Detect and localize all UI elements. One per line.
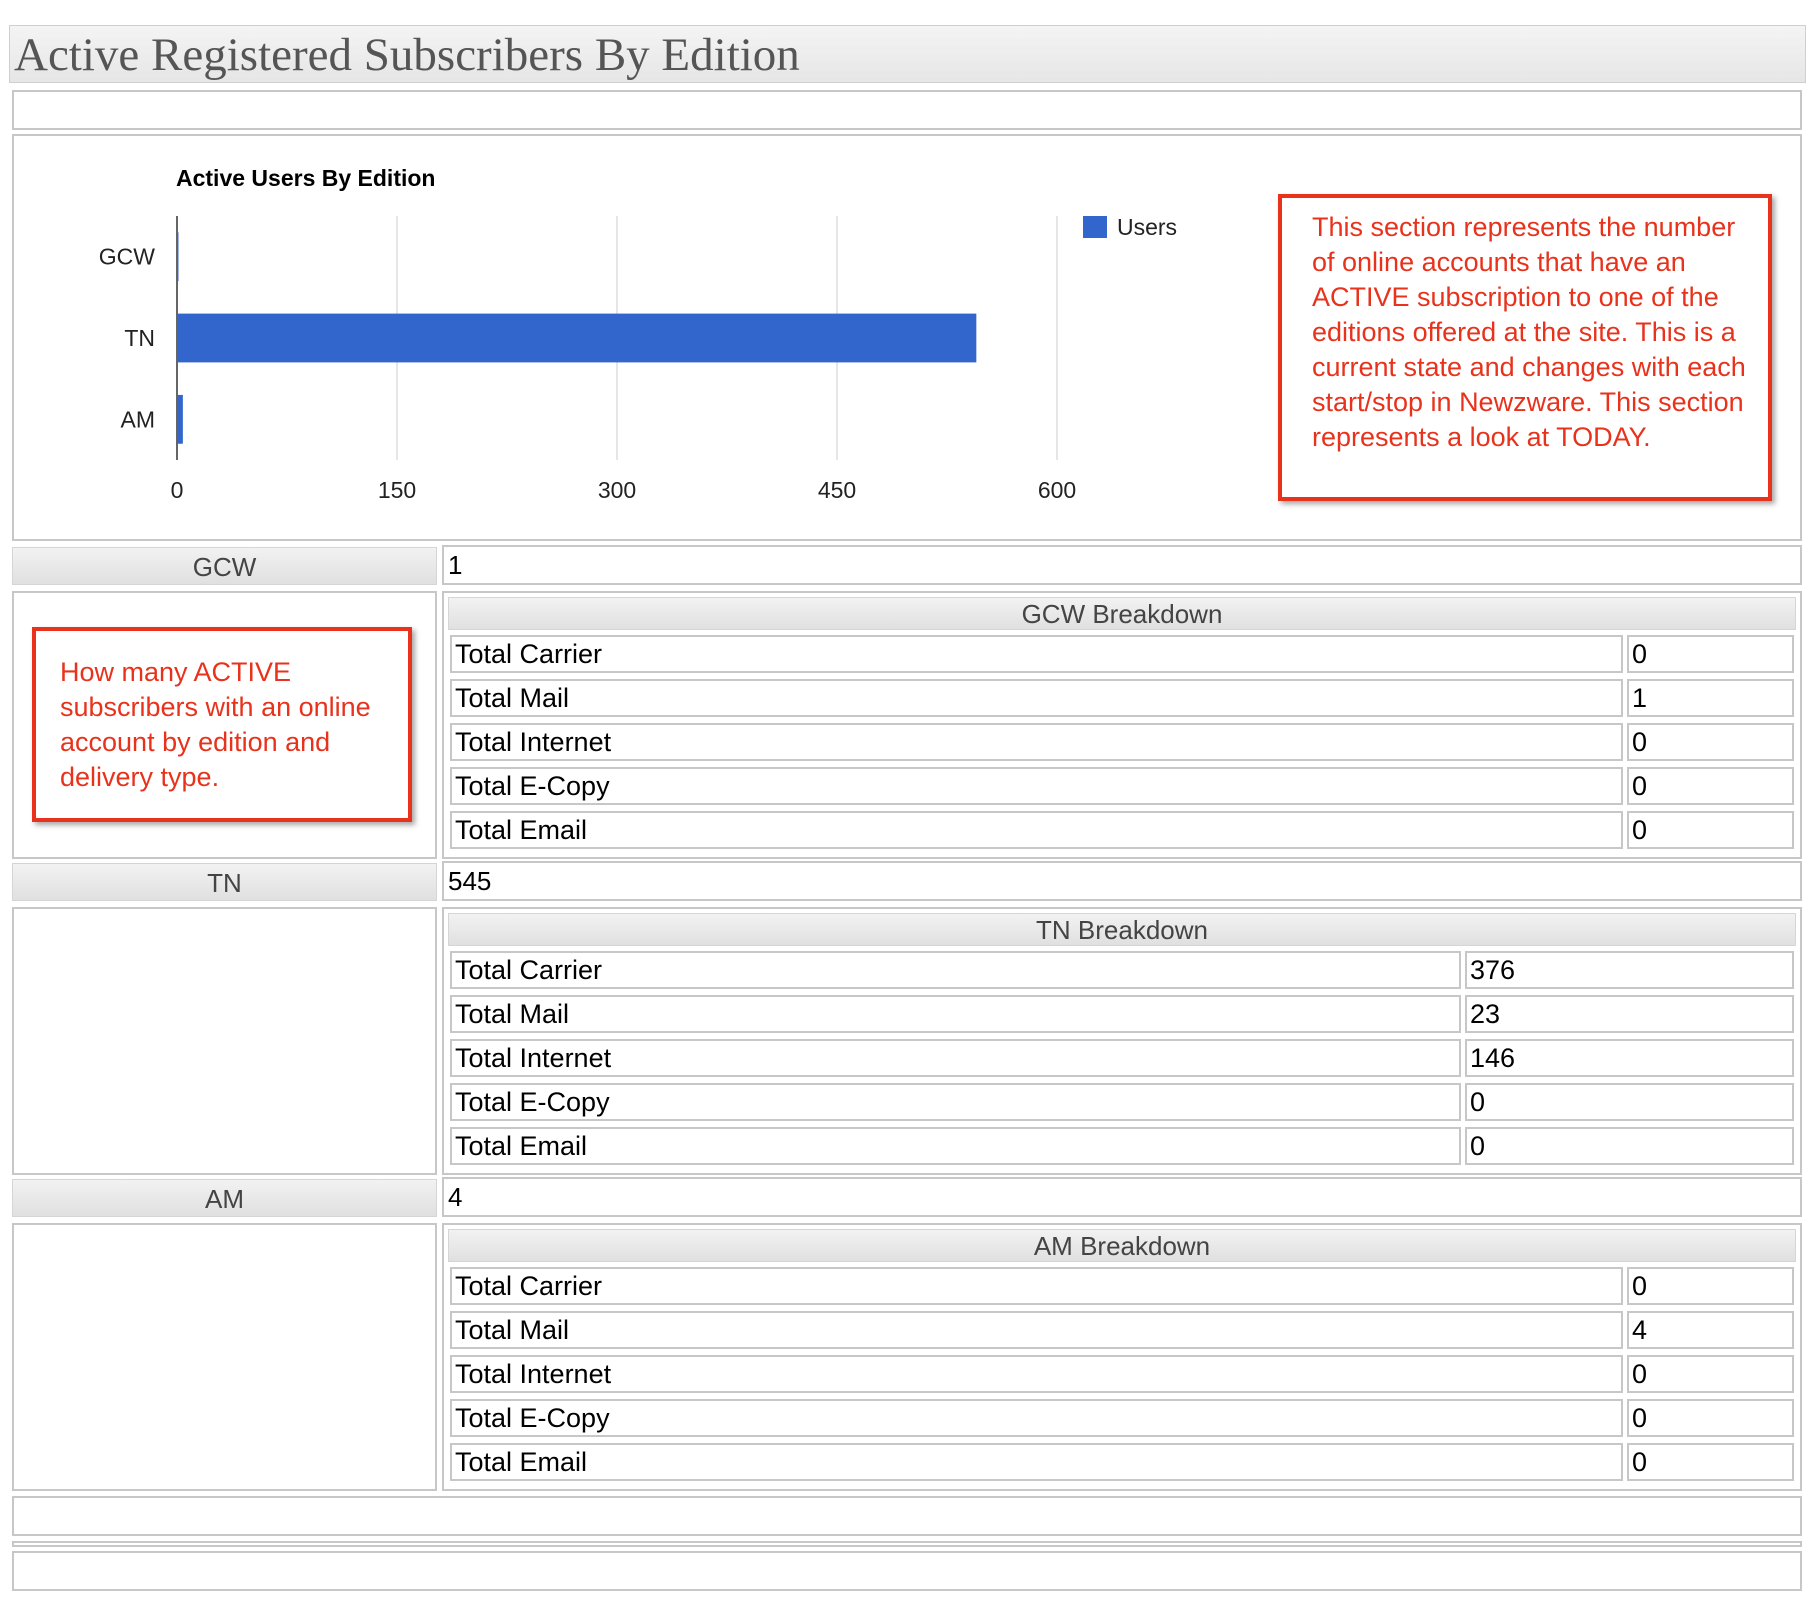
x-tick-label-450: 450 (818, 477, 856, 503)
breakdown-value-tn-e-copy: 0 (1465, 1083, 1794, 1121)
divider-row (12, 1541, 1802, 1547)
breakdown-value-tn-internet: 146 (1465, 1039, 1794, 1077)
edition-left-am (12, 1223, 437, 1491)
chart-callout-text: This section represents the number of on… (1312, 212, 1746, 452)
edition-left-tn (12, 907, 437, 1175)
empty-row-top (12, 90, 1802, 130)
breakdown-label-tn-carrier: Total Carrier (450, 951, 1461, 989)
y-category-label-tn: TN (124, 325, 155, 351)
legend-label-users: Users (1117, 214, 1177, 240)
bar-chart: Active Users By Edition 0 150 300 450 600 GCW… (99, 165, 1177, 503)
page-title-bar: Active Registered Subscribers By Edition (9, 25, 1806, 83)
breakdown-label-am-mail: Total Mail (450, 1311, 1623, 1349)
breakdown-label-tn-email: Total Email (450, 1127, 1461, 1165)
chart-callout: This section represents the number of on… (1278, 194, 1772, 501)
breakdown-value-am-email: 0 (1627, 1443, 1794, 1481)
breakdown-value-tn-carrier: 376 (1465, 951, 1794, 989)
breakdown-value-gcw-email: 0 (1627, 811, 1794, 849)
breakdown-label-am-carrier: Total Carrier (450, 1267, 1623, 1305)
breakdown-value-am-mail: 4 (1627, 1311, 1794, 1349)
breakdown-label-am-e-copy: Total E-Copy (450, 1399, 1623, 1437)
breakdown-value-gcw-carrier: 0 (1627, 635, 1794, 673)
chart-panel: Active Users By Edition 0 150 300 450 600 GCW… (12, 134, 1802, 541)
edition-left-gcw: How many ACTIVE subscribers with an onli… (12, 591, 437, 859)
breakdown-title-gcw: GCW Breakdown (448, 597, 1796, 630)
empty-row-bottom-2 (12, 1551, 1802, 1591)
breakdown-value-tn-mail: 23 (1465, 995, 1794, 1033)
breakdown-callout: How many ACTIVE subscribers with an onli… (32, 627, 412, 822)
breakdown-label-am-internet: Total Internet (450, 1355, 1623, 1393)
breakdown-value-tn-email: 0 (1465, 1127, 1794, 1165)
breakdown-value-am-carrier: 0 (1627, 1267, 1794, 1305)
breakdown-value-am-internet: 0 (1627, 1355, 1794, 1393)
edition-total-tn: 545 (442, 861, 1802, 901)
breakdown-label-tn-e-copy: Total E-Copy (450, 1083, 1461, 1121)
breakdown-value-am-e-copy: 0 (1627, 1399, 1794, 1437)
breakdown-label-gcw-email: Total Email (450, 811, 1623, 849)
breakdown-value-gcw-mail: 1 (1627, 679, 1794, 717)
breakdown-label-am-email: Total Email (450, 1443, 1623, 1481)
edition-label-tn: TN (12, 863, 437, 901)
edition-total-gcw: 1 (442, 545, 1802, 585)
page-title: Active Registered Subscribers By Edition (14, 29, 800, 81)
bar-tn (177, 313, 977, 363)
x-tick-label-300: 300 (598, 477, 636, 503)
x-tick-label-600: 600 (1038, 477, 1076, 503)
breakdown-value-gcw-e-copy: 0 (1627, 767, 1794, 805)
breakdown-label-tn-mail: Total Mail (450, 995, 1461, 1033)
edition-total-am: 4 (442, 1177, 1802, 1217)
breakdown-label-tn-internet: Total Internet (450, 1039, 1461, 1077)
x-tick-label-0: 0 (171, 477, 184, 503)
breakdown-label-gcw-mail: Total Mail (450, 679, 1623, 717)
bar-gcw (177, 232, 179, 282)
bar-am (177, 394, 183, 444)
breakdown-panel-am: AM Breakdown Total Carrier 0 Total Mail 4 To… (442, 1223, 1802, 1491)
breakdown-value-gcw-internet: 0 (1627, 723, 1794, 761)
y-category-label-am: AM (121, 406, 156, 432)
chart-title: Active Users By Edition (176, 165, 435, 191)
breakdown-panel-tn: TN Breakdown Total Carrier 376 Total Mail 2… (442, 907, 1802, 1175)
empty-row-bottom-1 (12, 1496, 1802, 1536)
breakdown-title-am: AM Breakdown (448, 1229, 1796, 1262)
edition-label-am: AM (12, 1179, 437, 1217)
breakdown-panel-gcw: GCW Breakdown Total Carrier 0 Total Mail 1 T… (442, 591, 1802, 859)
y-category-label-gcw: GCW (99, 244, 156, 270)
legend-swatch-users (1083, 216, 1107, 238)
chart-legend: Users (1083, 214, 1177, 240)
breakdown-callout-text: How many ACTIVE subscribers with an onli… (60, 657, 371, 792)
breakdown-label-gcw-carrier: Total Carrier (450, 635, 1623, 673)
edition-label-gcw: GCW (12, 547, 437, 585)
breakdown-title-tn: TN Breakdown (448, 913, 1796, 946)
x-tick-label-150: 150 (378, 477, 416, 503)
breakdown-label-gcw-e-copy: Total E-Copy (450, 767, 1623, 805)
breakdown-label-gcw-internet: Total Internet (450, 723, 1623, 761)
